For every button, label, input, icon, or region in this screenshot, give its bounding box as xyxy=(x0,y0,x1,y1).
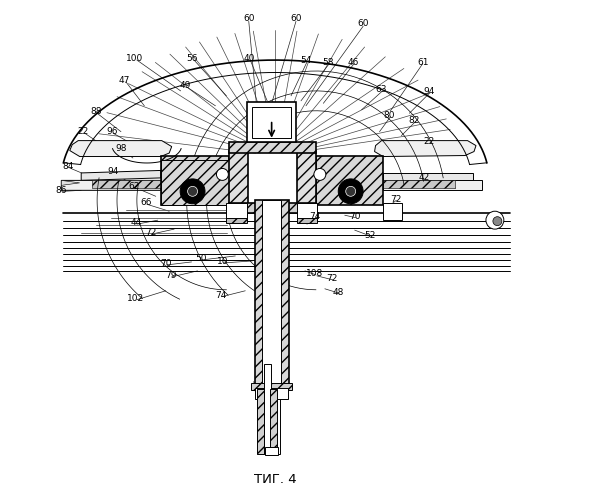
Polygon shape xyxy=(62,180,80,186)
Text: 108: 108 xyxy=(306,270,323,278)
Text: 88: 88 xyxy=(91,108,102,116)
Text: 72: 72 xyxy=(145,228,156,237)
Text: 70: 70 xyxy=(160,260,172,268)
Circle shape xyxy=(346,186,356,196)
Circle shape xyxy=(180,179,205,204)
Text: 44: 44 xyxy=(130,218,141,227)
Text: 61: 61 xyxy=(417,58,429,66)
Bar xyxy=(252,107,291,138)
Bar xyxy=(226,203,247,220)
Text: 58: 58 xyxy=(323,58,334,66)
Text: 72: 72 xyxy=(326,274,337,283)
Text: 94: 94 xyxy=(107,167,119,176)
Bar xyxy=(257,389,264,454)
Bar xyxy=(270,389,277,454)
Polygon shape xyxy=(92,180,161,188)
Text: 98: 98 xyxy=(115,144,127,152)
Circle shape xyxy=(493,216,502,226)
Bar xyxy=(297,218,317,222)
Text: 60: 60 xyxy=(290,14,302,24)
Bar xyxy=(316,156,383,205)
Text: 100: 100 xyxy=(126,54,143,63)
Text: 10: 10 xyxy=(217,258,228,266)
Text: 60: 60 xyxy=(243,14,255,24)
Polygon shape xyxy=(383,180,455,188)
Text: 72: 72 xyxy=(390,195,401,204)
Bar xyxy=(263,386,280,454)
Bar xyxy=(229,150,248,205)
Polygon shape xyxy=(161,160,229,205)
Text: 74: 74 xyxy=(309,212,321,220)
Bar xyxy=(251,383,292,390)
Circle shape xyxy=(314,168,326,180)
Text: 96: 96 xyxy=(107,127,118,136)
Polygon shape xyxy=(375,140,476,156)
Bar xyxy=(229,203,316,212)
Text: 52: 52 xyxy=(364,230,375,239)
Text: 54: 54 xyxy=(300,56,311,64)
Polygon shape xyxy=(383,180,482,190)
Circle shape xyxy=(486,211,504,229)
Text: 62: 62 xyxy=(128,182,140,191)
Bar xyxy=(255,200,289,389)
Text: 60: 60 xyxy=(358,20,369,28)
Text: 82: 82 xyxy=(408,116,420,125)
Bar xyxy=(297,203,317,220)
Text: 49: 49 xyxy=(180,82,191,90)
Polygon shape xyxy=(383,173,472,180)
Bar xyxy=(297,150,316,205)
Bar xyxy=(264,364,271,454)
Text: 66: 66 xyxy=(140,198,152,207)
Text: 50: 50 xyxy=(195,254,206,264)
Bar xyxy=(247,102,296,142)
Bar xyxy=(229,142,316,153)
Text: 86: 86 xyxy=(56,186,67,195)
Bar xyxy=(383,203,402,220)
Polygon shape xyxy=(81,170,161,180)
Bar xyxy=(161,156,229,205)
Text: 42: 42 xyxy=(419,174,430,182)
Bar xyxy=(226,218,247,222)
Text: 102: 102 xyxy=(127,294,144,303)
Text: 70: 70 xyxy=(349,212,361,220)
Text: ΤИГ. 4: ΤИГ. 4 xyxy=(254,473,297,486)
Circle shape xyxy=(188,186,198,196)
Text: 63: 63 xyxy=(376,86,387,94)
Text: 56: 56 xyxy=(186,54,197,63)
Text: 80: 80 xyxy=(384,112,395,120)
Bar xyxy=(265,448,278,455)
Circle shape xyxy=(217,168,229,180)
Text: 74: 74 xyxy=(215,291,226,300)
Circle shape xyxy=(338,179,363,204)
Text: 48: 48 xyxy=(333,288,344,297)
Text: 47: 47 xyxy=(119,76,130,86)
Bar xyxy=(261,212,282,389)
Text: 22: 22 xyxy=(78,127,89,136)
Text: 79: 79 xyxy=(165,272,176,280)
Text: 84: 84 xyxy=(63,162,74,171)
Polygon shape xyxy=(70,140,172,156)
Text: 40: 40 xyxy=(243,54,255,63)
Bar xyxy=(255,388,288,399)
Bar xyxy=(262,200,281,389)
Text: 94: 94 xyxy=(423,88,435,96)
Text: 46: 46 xyxy=(348,58,359,66)
Polygon shape xyxy=(62,180,162,190)
Text: 22: 22 xyxy=(424,137,435,146)
